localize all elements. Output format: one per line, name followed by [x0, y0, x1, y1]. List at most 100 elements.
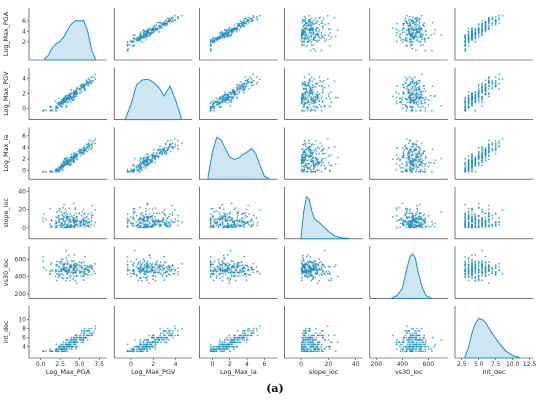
scatter-point	[488, 214, 490, 217]
scatter-point	[59, 100, 62, 103]
scatter-point	[308, 73, 310, 76]
scatter-point	[471, 156, 473, 159]
scatter-point	[408, 76, 411, 79]
scatter-point	[243, 223, 246, 226]
scatter-point	[61, 258, 64, 260]
scatter-point	[61, 224, 64, 227]
scatter-point	[498, 88, 500, 90]
scatter-point	[304, 91, 307, 93]
scatter-point	[88, 270, 91, 273]
scatter-point	[471, 91, 473, 94]
scatter-point	[236, 264, 239, 267]
scatter-point	[230, 98, 232, 101]
scatter-point	[70, 96, 73, 99]
scatter-point	[84, 266, 87, 269]
scatter-point	[303, 170, 305, 173]
scatter-point	[488, 208, 490, 211]
scatter-point	[308, 14, 310, 17]
scatter-point	[60, 104, 63, 106]
scatter-point	[464, 169, 467, 172]
scatter-point	[412, 20, 414, 23]
scatter-point	[132, 213, 135, 216]
scatter-point	[87, 274, 89, 276]
scatter-point	[137, 266, 140, 269]
scatter-point	[88, 146, 91, 149]
scatter-point	[407, 155, 410, 157]
scatter-point	[227, 216, 229, 219]
scatter-point	[309, 109, 312, 112]
scatter-point	[326, 78, 329, 81]
scatter-point	[215, 210, 218, 213]
scatter-point	[56, 226, 58, 229]
scatter-point	[474, 31, 477, 34]
scatter-point	[149, 216, 151, 219]
scatter-point	[232, 260, 235, 263]
scatter-point	[421, 162, 424, 164]
scatter-point	[304, 36, 306, 39]
scatter-point	[87, 213, 89, 216]
scatter-point	[399, 166, 402, 169]
scatter-point	[319, 142, 321, 144]
scatter-point	[65, 106, 68, 108]
scatter-point	[85, 82, 88, 85]
scatter-point	[416, 156, 418, 159]
scatter-point	[316, 40, 318, 43]
scatter-point	[158, 148, 160, 151]
scatter-point	[82, 83, 85, 86]
scatter-point	[234, 274, 237, 277]
scatter-point	[231, 27, 234, 30]
scatter-point	[410, 78, 413, 80]
scatter-point	[156, 153, 158, 155]
scatter-point	[403, 156, 405, 159]
y-axis-label: Log_Max_PGV	[2, 71, 10, 116]
scatter-point	[225, 29, 228, 32]
scatter-point	[412, 142, 414, 144]
scatter-point	[75, 262, 78, 265]
scatter-point	[408, 139, 411, 142]
scatter-point	[221, 32, 224, 35]
scatter-point	[67, 225, 69, 227]
scatter-point	[412, 83, 415, 86]
scatter-point	[169, 145, 171, 148]
scatter-point	[149, 266, 151, 269]
scatter-point	[417, 170, 420, 173]
scatter-point	[57, 103, 60, 106]
scatter-point	[318, 93, 321, 96]
scatter-point	[302, 104, 305, 106]
y-tick-label: 2	[22, 156, 26, 163]
scatter-point	[74, 155, 77, 157]
scatter-point	[230, 101, 233, 103]
scatter-point	[474, 163, 477, 165]
scatter-point	[174, 268, 177, 271]
scatter-point	[494, 84, 497, 86]
panel-0-1	[113, 8, 193, 61]
scatter-point	[410, 154, 412, 157]
scatter-point	[177, 273, 179, 276]
scatter-point	[88, 79, 91, 82]
scatter-point	[143, 222, 145, 225]
scatter-point	[225, 268, 228, 271]
scatter-point	[252, 262, 255, 265]
scatter-point	[477, 28, 480, 30]
scatter-point	[306, 37, 308, 40]
scatter-point	[304, 17, 307, 20]
scatter-point	[85, 80, 88, 83]
y-tick-label: 40	[18, 188, 26, 195]
scatter-point	[221, 264, 224, 267]
scatter-point	[334, 96, 337, 99]
scatter-point	[304, 83, 307, 86]
scatter-point	[90, 267, 93, 270]
scatter-point	[230, 29, 233, 32]
scatter-point	[419, 155, 422, 157]
scatter-point	[215, 97, 218, 100]
scatter-point	[70, 153, 73, 156]
scatter-point	[230, 217, 232, 219]
scatter-point	[252, 84, 255, 87]
scatter-point	[417, 20, 420, 23]
scatter-point	[50, 269, 53, 272]
scatter-point	[221, 221, 224, 224]
scatter-point	[169, 221, 172, 224]
scatter-point	[69, 279, 72, 282]
scatter-point	[142, 32, 145, 35]
